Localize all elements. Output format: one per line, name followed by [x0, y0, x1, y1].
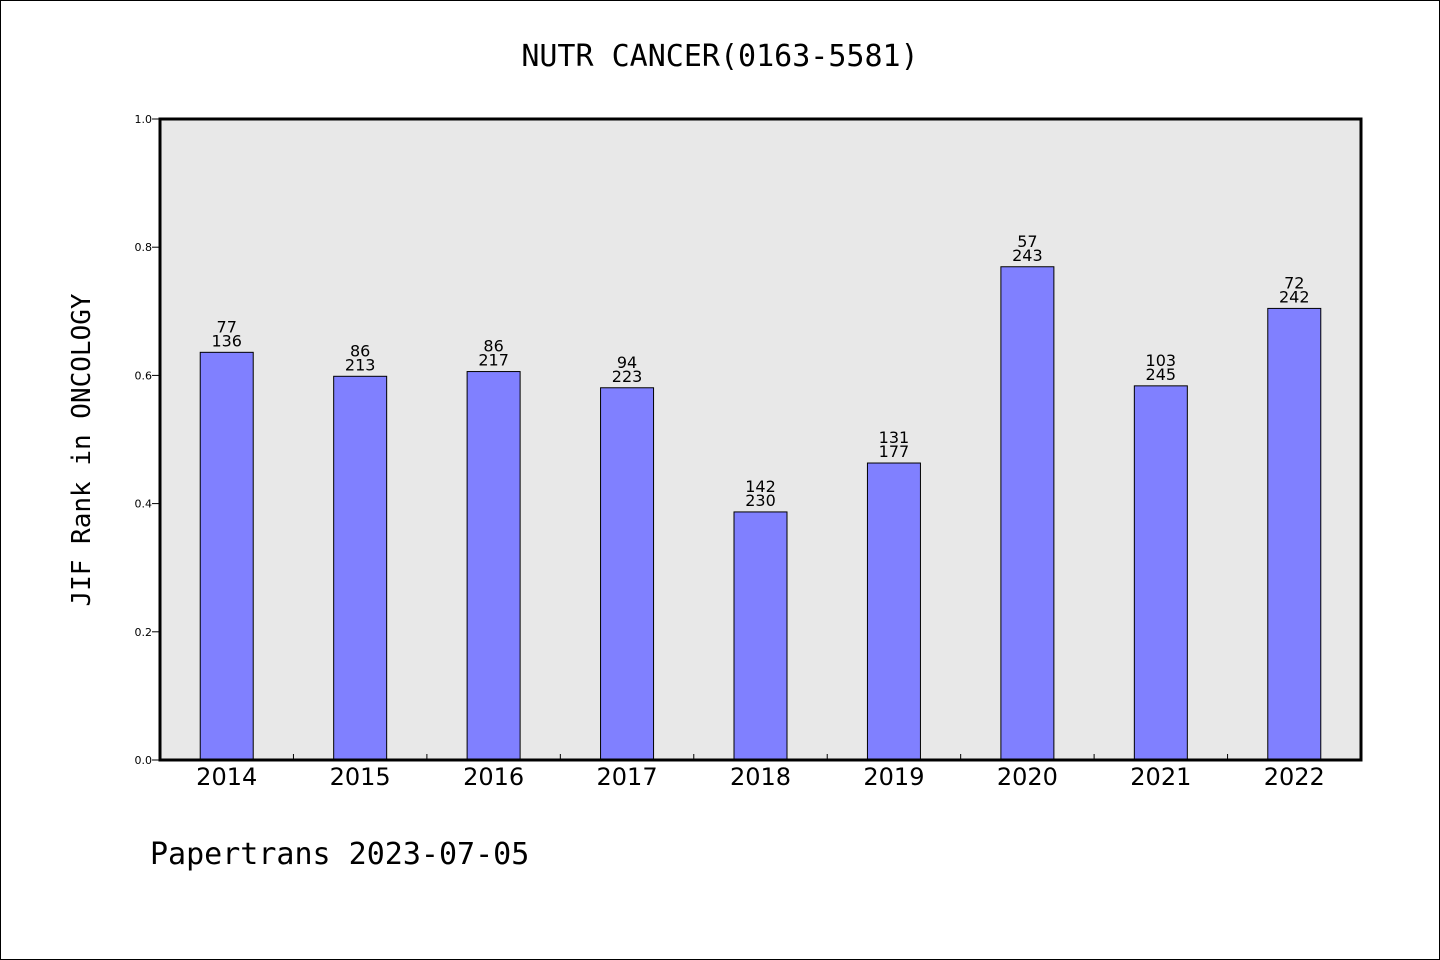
bar-total-label: 230 — [745, 491, 776, 510]
bar-total-label: 223 — [612, 367, 643, 386]
plot-border — [158, 117, 1363, 762]
bar-rank-label: 77 — [217, 317, 237, 336]
x-tick-label: 2017 — [597, 763, 658, 791]
bar-total-label: 177 — [879, 442, 910, 461]
x-tick-label: 2021 — [1130, 763, 1191, 791]
bar-total-label: 217 — [478, 351, 509, 370]
bar-total-label: 242 — [1279, 287, 1310, 306]
y-tick-label: 0.8 — [135, 241, 153, 254]
y-tick-label: 0.6 — [135, 369, 153, 382]
bars-group — [199, 266, 1322, 761]
y-tick-label: 0.2 — [135, 626, 153, 639]
y-tick-label: 1.0 — [135, 113, 153, 126]
bar-2014 — [199, 351, 254, 761]
bar-2016 — [466, 371, 521, 761]
x-tick-label: 2022 — [1264, 763, 1325, 791]
y-tick-label: 0.4 — [135, 498, 153, 511]
bar-rank-label: 57 — [1017, 232, 1037, 251]
bar-2022 — [1267, 307, 1322, 761]
bar-total-label: 136 — [211, 331, 242, 350]
bar-2021 — [1133, 385, 1188, 761]
x-tick-label: 2018 — [730, 763, 791, 791]
chart-title: NUTR CANCER(0163-5581) — [521, 39, 918, 74]
x-tick-label: 2015 — [330, 763, 391, 791]
x-tick-label: 2019 — [863, 763, 924, 791]
bar-rank-label: 131 — [879, 428, 910, 447]
bar-rank-label: 72 — [1284, 273, 1304, 292]
footer-text: Papertrans 2023-07-05 — [150, 837, 529, 872]
bar-2015 — [333, 375, 388, 761]
y-axis-label: JIF Rank in ONCOLOGY — [67, 293, 97, 606]
bar-rank-label: 86 — [350, 341, 370, 360]
x-tick-label: 2016 — [463, 763, 524, 791]
bar-total-label: 245 — [1146, 365, 1177, 384]
bar-rank-label: 86 — [483, 337, 503, 356]
y-axis: 0.0 0.2 0.4 0.6 0.8 1.0 — [135, 113, 160, 767]
bar-2018 — [733, 511, 788, 761]
bar-total-label: 213 — [345, 355, 376, 374]
bar-rank-label: 94 — [617, 353, 637, 372]
x-tick-label: 2014 — [196, 763, 257, 791]
bar-2019 — [866, 462, 921, 761]
bar-2017 — [600, 387, 655, 761]
bar-rank-label: 142 — [745, 477, 776, 496]
x-axis: 2014 2015 2016 2017 2018 2019 2020 2021 2022 — [196, 754, 1325, 791]
y-tick-label: 0.0 — [135, 754, 153, 767]
x-tick-label: 2020 — [997, 763, 1058, 791]
bar-total-label: 243 — [1012, 246, 1043, 265]
bar-2020 — [1000, 266, 1055, 761]
bar-rank-label: 103 — [1146, 351, 1177, 370]
